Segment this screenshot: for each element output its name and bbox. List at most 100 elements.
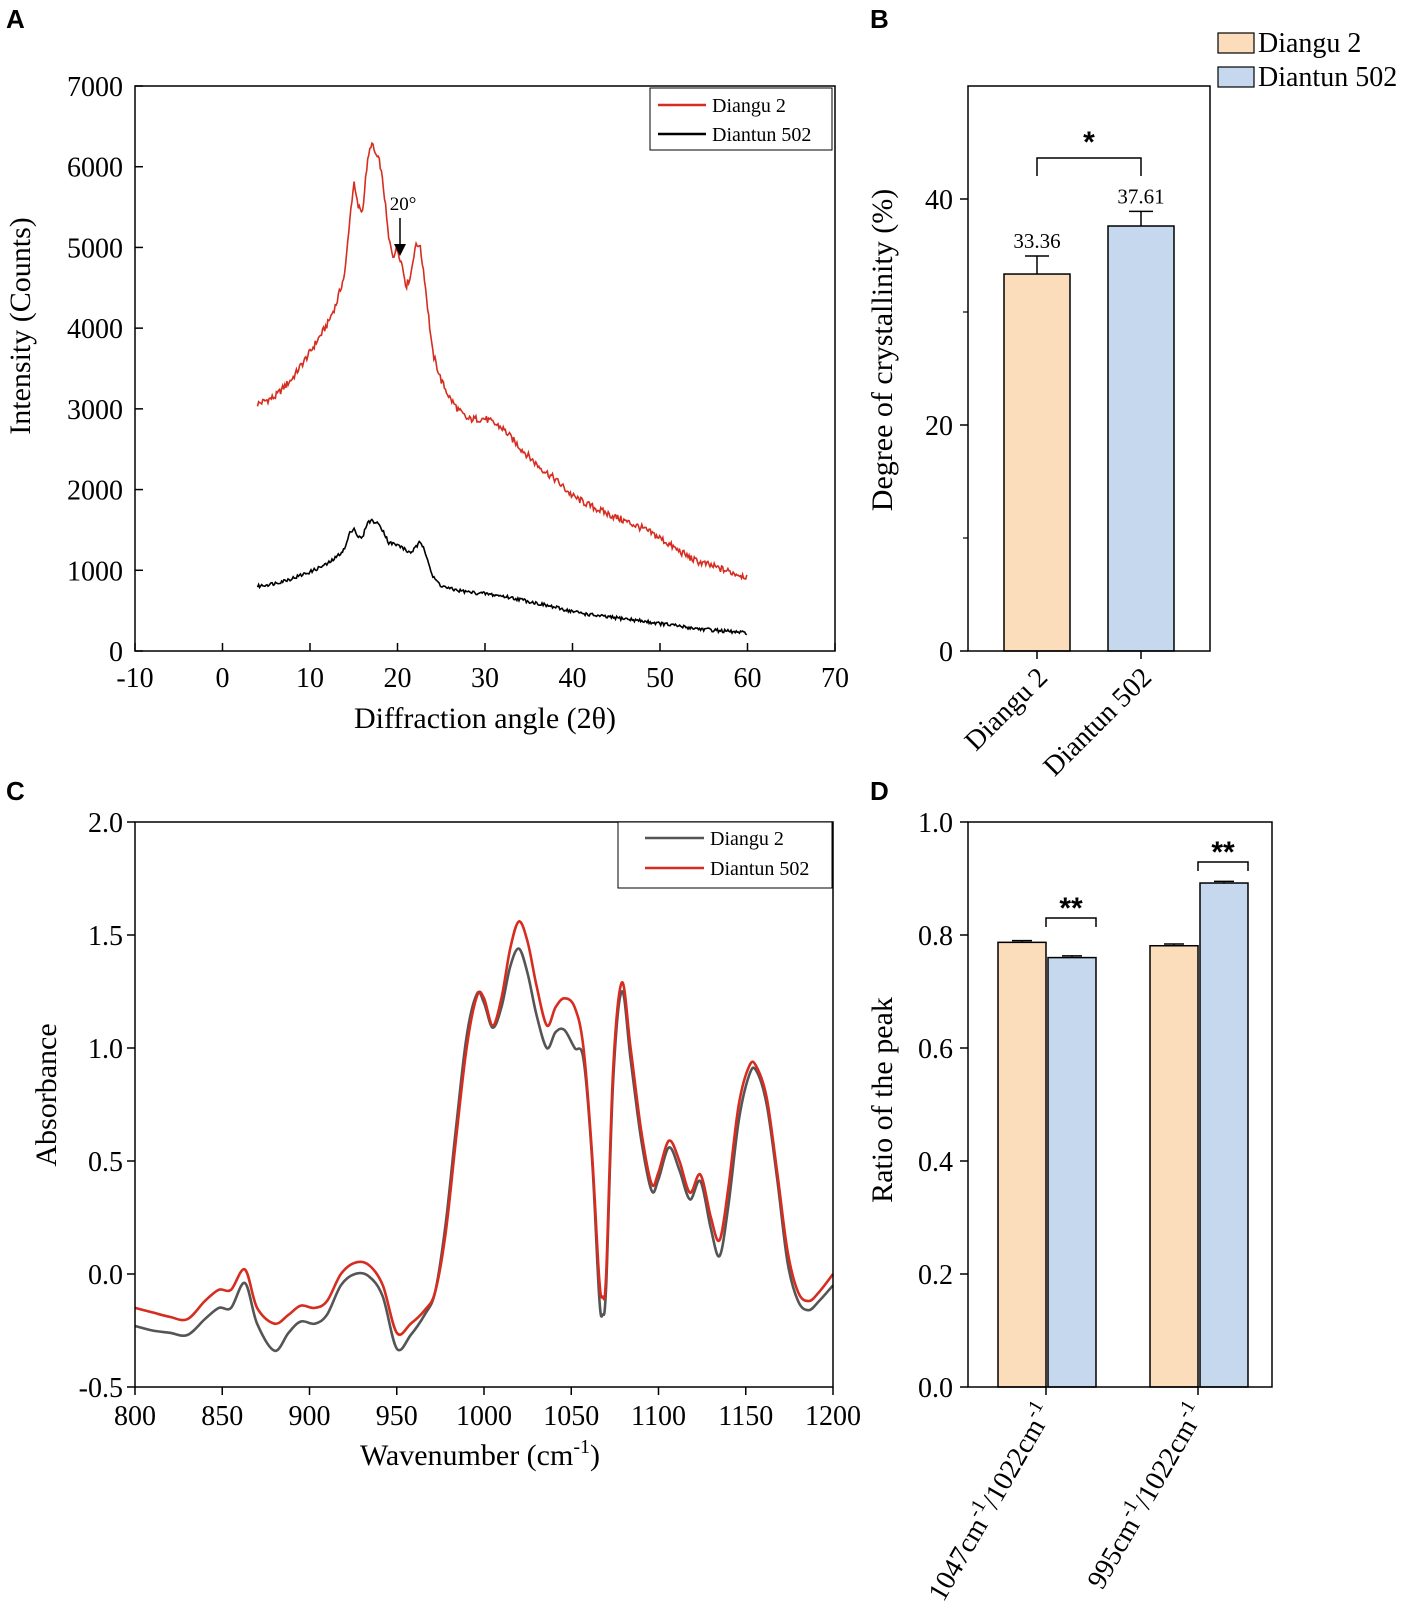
panel-c-x-axis-title-sup: -1 [573, 1436, 590, 1458]
panel-a-x-axis-title: Diffraction angle (2θ) [354, 702, 616, 735]
panel-a-x-tick-label: 70 [821, 663, 849, 694]
panel-a-x-tick-label: 60 [734, 663, 762, 694]
panel-d-x-tick-label-tail: /1022cm [1128, 1413, 1204, 1514]
panel-letter-c: C [6, 776, 25, 806]
panel-d-peak-ratio-chart: 0.00.20.40.60.81.01047cm-1/1022cm-1995cm… [866, 808, 1273, 1603]
panel-a-legend-label-diantun502: Diantun 502 [712, 124, 811, 146]
panel-a-y-axis-title: Intensity (Counts) [4, 217, 37, 435]
panel-c-x-tick-label: 850 [201, 1401, 243, 1432]
panel-a-y-tick-label: 7000 [67, 72, 123, 103]
panel-b-bar-diantun502 [1107, 225, 1175, 652]
panel-c-x-axis-title-end: ) [590, 1439, 600, 1472]
panel-c-legend-box [617, 821, 833, 889]
panel-letter-b: B [870, 4, 889, 34]
panel-a-x-tick-label: 40 [559, 663, 587, 694]
panel-d-y-tick-label: 0.0 [918, 1373, 953, 1404]
panel-d-y-tick-label: 0.8 [918, 921, 953, 952]
panel-c-ftir-chart: 800 850 900 950 1000 1050 1100 1150 1200 -0.5 0.0 0… [30, 808, 861, 1472]
panel-a-xrd-chart: -10 0 10 20 30 40 50 60 700100020003000400050006… [4, 72, 849, 735]
panel-a-x-tick-label: 10 [296, 663, 324, 694]
panel-d-significance-bracket-1 [1045, 917, 1097, 927]
panel-a-y-tick-label: 6000 [67, 153, 123, 184]
panel-c-x-tick-label: 800 [114, 1401, 156, 1432]
panel-a-legend-box [649, 87, 833, 151]
panel-d-y-axis-title: Ratio of the peak [866, 997, 899, 1203]
panel-d-x-tick-label-main: 1047cm [922, 1513, 994, 1603]
panel-a-y-tick-label: 5000 [67, 233, 123, 264]
panel-a-annotation-arrowhead [394, 244, 406, 256]
panel-a-x-tick-label: 20 [384, 663, 412, 694]
panel-a-y-tick-label: 1000 [67, 556, 123, 587]
panel-c-x-tick-label: 1000 [456, 1401, 512, 1432]
panel-a-y-tick-label: 3000 [67, 395, 123, 426]
panel-d-bar-diangu2 [997, 941, 1047, 1388]
panel-d-bar-diantun502 [1047, 956, 1097, 1388]
panel-b-x-tick-label: Diangu 2 [959, 662, 1054, 757]
panel-b-y-tick-label: 40 [925, 185, 953, 216]
panel-c-x-tick-label: 1050 [543, 1401, 599, 1432]
panel-d-x-tick-label: 995cm-1/1022cm-1 [1077, 1397, 1212, 1595]
panel-b-plot-frame [967, 85, 1211, 652]
panel-a-x-tick-label: -10 [116, 663, 153, 694]
panel-c-y-tick-label: 0.5 [88, 1147, 123, 1178]
panel-letter-a: A [6, 4, 25, 34]
panel-a-series-line-diantun502 [256, 518, 748, 636]
panel-c-x-tick-label: 950 [376, 1401, 418, 1432]
panel-b-y-tick-label: 20 [925, 411, 953, 442]
panel-c-x-axis-title: Wavenumber (cm-1) [360, 1436, 600, 1472]
panel-d-x-tick-label: 1047cm-1/1022cm-1 [918, 1397, 1060, 1603]
panel-a-y-tick-label: 0 [109, 637, 123, 668]
panel-d-x-tick-label-tail: /1022cm [976, 1413, 1052, 1514]
panel-c-series-line-diangu2 [134, 947, 834, 1353]
panel-a-plot-frame [134, 85, 836, 652]
panel-d-y-tick-label: 0.4 [918, 1147, 953, 1178]
panel-letter-d: D [870, 776, 889, 806]
panel-c-y-tick-label: 0.0 [88, 1260, 123, 1291]
panel-c-x-axis-title-main: Wavenumber (cm [360, 1439, 573, 1472]
panel-b-y-axis-title: Degree of crystallinity (%) [866, 189, 899, 511]
panel-b-significance-star: * [1083, 126, 1095, 159]
panel-a-y-tick-label: 2000 [67, 476, 123, 507]
panel-c-y-tick-label: -0.5 [79, 1373, 123, 1404]
panel-c-y-tick-label: 1.5 [88, 921, 123, 952]
panel-c-x-tick-label: 1150 [718, 1401, 773, 1432]
panel-a-x-tick-label: 30 [471, 663, 499, 694]
panel-d-bar-diantun502 [1199, 882, 1249, 1388]
panel-b-bar-diangu2 [1003, 273, 1071, 652]
panel-c-y-tick-label: 2.0 [88, 808, 123, 839]
panel-b-legend-swatch-diantun502 [1217, 66, 1255, 88]
panel-d-y-tick-label: 0.6 [918, 1034, 953, 1065]
panel-c-y-axis-title: Absorbance [30, 1023, 63, 1166]
panel-c-y-tick-label: 1.0 [88, 1034, 123, 1065]
panel-c-plot-frame [134, 821, 834, 1388]
panel-d-bar-diangu2 [1149, 944, 1199, 1388]
panel-c-legend: Diangu 2 Diantun 502 [617, 821, 833, 889]
panel-c-x-tick-label: 900 [289, 1401, 331, 1432]
panel-b-legend-label-diantun502: Diantun 502 [1258, 62, 1397, 93]
panel-d-x-tick-label-main: 995cm [1081, 1513, 1146, 1595]
panel-c-legend-label-diangu2: Diangu 2 [710, 828, 784, 850]
panel-d-significance-stars-2: ** [1211, 836, 1235, 869]
panel-c-x-tick-label: 1100 [631, 1401, 686, 1432]
panel-c-legend-label-diantun502: Diantun 502 [710, 858, 809, 880]
panel-a-legend: Diangu 2 Diantun 502 [649, 87, 833, 151]
panel-b-x-tick-label: Diantun 502 [1038, 662, 1158, 782]
panel-d-y-tick-label: 1.0 [918, 808, 953, 839]
panel-b-significance-bracket [1036, 157, 1142, 176]
panel-a-legend-label-diangu2: Diangu 2 [712, 95, 786, 117]
panel-b-value-label: 37.61 [1117, 184, 1164, 208]
panel-d-significance-bracket-2 [1197, 861, 1249, 871]
panel-d-y-tick-label: 0.2 [918, 1260, 953, 1291]
panel-a-20-degree-annotation: 20° [390, 194, 417, 215]
panel-d-significance-stars-1: ** [1059, 892, 1083, 925]
panel-b-legend-label-diangu2: Diangu 2 [1258, 28, 1361, 59]
panel-b-value-label: 33.36 [1013, 229, 1060, 253]
panel-a-x-tick-label: 0 [216, 663, 230, 694]
panel-d-plot-frame [967, 821, 1273, 1388]
panel-a-x-tick-label: 50 [646, 663, 674, 694]
panel-b-legend: Diangu 2 Diantun 502 [1217, 28, 1397, 93]
panel-b-legend-swatch-diangu2 [1217, 32, 1255, 54]
panel-c-series-line-diantun502 [134, 920, 835, 1336]
